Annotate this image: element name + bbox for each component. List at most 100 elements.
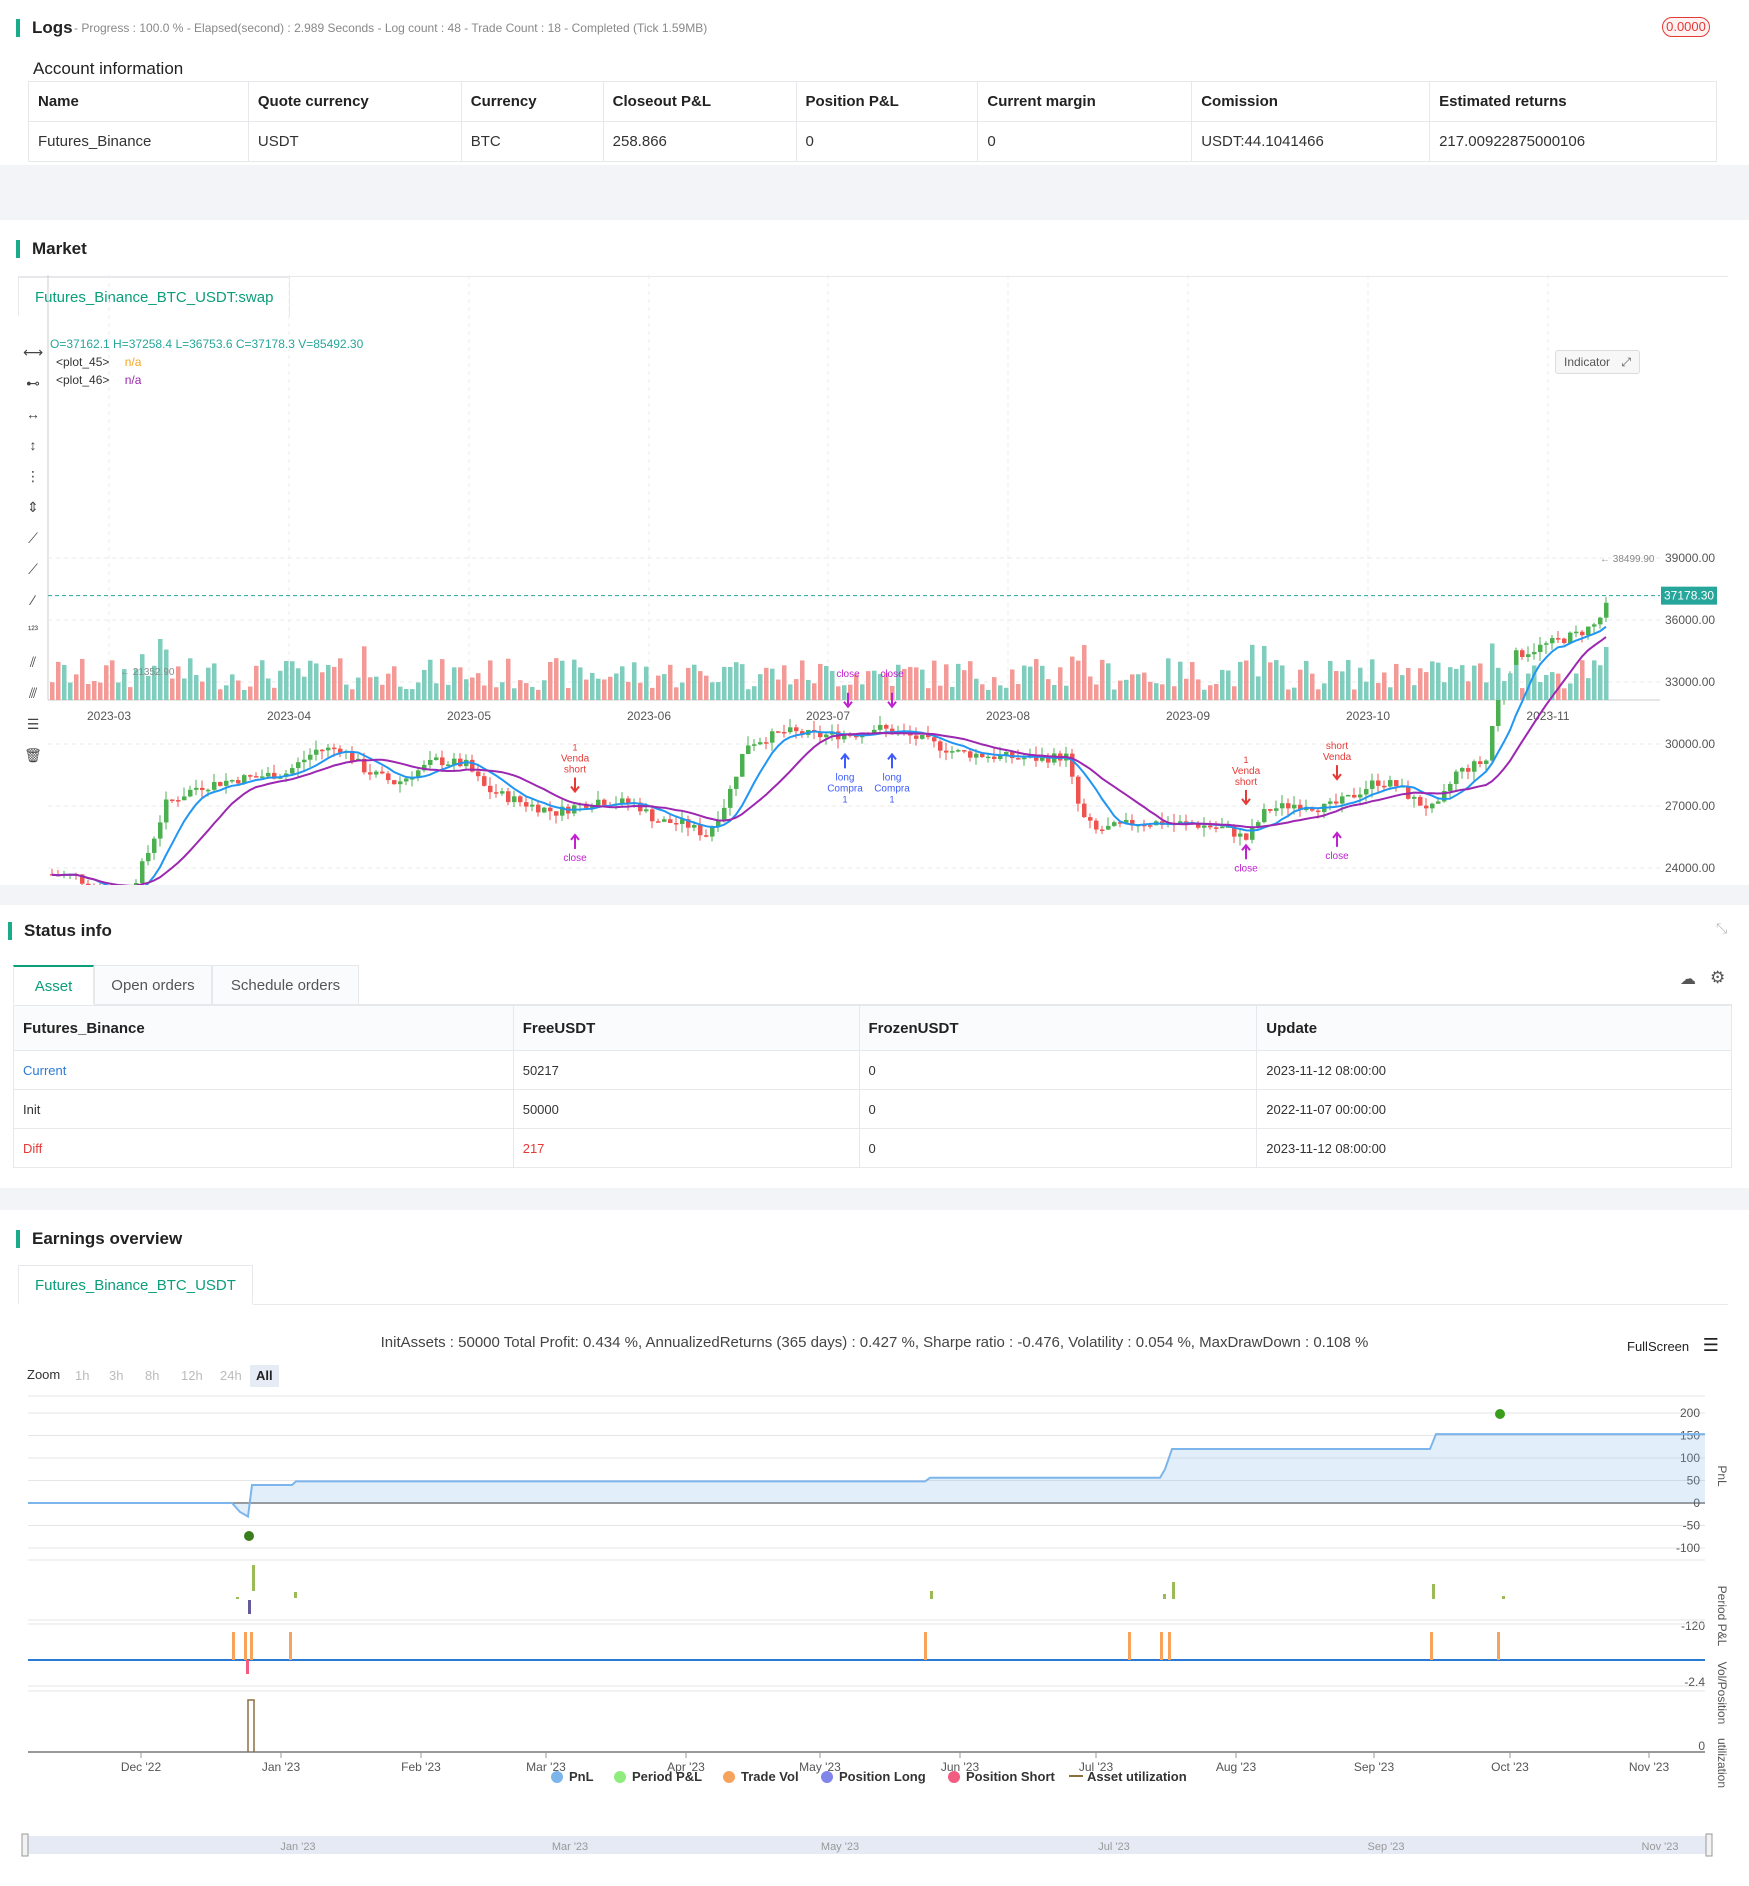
candle-body (506, 791, 511, 803)
volume-bar (764, 667, 769, 700)
asset-cell-update: 2023-11-12 08:00:00 (1256, 1128, 1732, 1168)
fullscreen-button[interactable]: FullScreen ☰ (1627, 1335, 1719, 1356)
zoom-button-3h[interactable]: 3h (109, 1368, 124, 1383)
candle-body (1544, 643, 1549, 645)
signal-label: close (880, 669, 904, 680)
account-title: Account information (33, 59, 184, 78)
download-icon[interactable]: ☁ (1680, 971, 1696, 988)
indicator-button[interactable]: Indicator ⤢ (1555, 350, 1640, 374)
volume-bar (1520, 688, 1525, 700)
candle-body (1340, 796, 1345, 804)
legend-item[interactable]: PnL (551, 1769, 594, 1784)
volume-bar (548, 662, 553, 700)
navigator-handle-right[interactable] (1705, 1833, 1713, 1857)
trend-line-icon[interactable]: ⟋ (28, 530, 38, 546)
segment-icon[interactable]: ∕ (31, 592, 35, 608)
volume-bar (404, 688, 409, 700)
legend-item[interactable]: Trade Vol (723, 1769, 799, 1784)
navigator-track[interactable] (22, 1836, 1712, 1854)
candle-body (782, 731, 787, 734)
volume-bar (560, 660, 565, 700)
zoom-button-12h[interactable]: 12h (181, 1368, 203, 1383)
zoom-button-24h[interactable]: 24h (220, 1368, 242, 1383)
legend-item[interactable]: Asset utilization (1069, 1769, 1187, 1784)
volume-bar (1538, 682, 1543, 700)
legend-item[interactable]: Period P&L (614, 1769, 702, 1784)
volume-bar (110, 660, 115, 700)
candle-body (1244, 833, 1249, 840)
pnl-tick-label: 200 (1680, 1406, 1700, 1420)
crosshair-icon[interactable]: ⟷ (22, 344, 44, 360)
candle-body (1148, 825, 1153, 827)
zoom-button-1h[interactable]: 1h (75, 1368, 90, 1383)
legend-item[interactable]: Position Long (821, 1769, 926, 1784)
volume-bar (1418, 668, 1423, 700)
candle-body (182, 796, 187, 801)
ray-line-icon[interactable]: ⟋ (28, 561, 38, 577)
horizontal-ray-icon[interactable]: ⊷ (26, 375, 40, 391)
zoom-button-8h[interactable]: 8h (145, 1368, 160, 1383)
candle-body (488, 785, 493, 793)
volume-bar (986, 689, 991, 700)
candle-body (854, 735, 859, 738)
volume-bar (380, 684, 385, 700)
volume-bar (338, 658, 343, 700)
volume-bar (476, 673, 481, 700)
volume-bar (1214, 684, 1219, 700)
candle-body (770, 731, 775, 743)
volume-bar (770, 668, 775, 700)
zoom-button-all[interactable]: All (250, 1365, 279, 1387)
x-tick-label: Feb '23 (401, 1760, 441, 1774)
y-tick-label: 27000.00 (1665, 799, 1715, 813)
account-cell: Futures_Binance (28, 121, 249, 162)
position-short-bar (246, 1660, 249, 1674)
parallel-channel-icon[interactable]: ⫽ (29, 654, 37, 670)
period-pnl-bar (1432, 1584, 1435, 1599)
settings-icon[interactable]: ⚙ (1710, 968, 1726, 987)
collapse-icon[interactable]: ⤡ (1716, 920, 1728, 936)
x-tick-label: Dec '22 (121, 1760, 162, 1774)
candle-body (230, 780, 235, 782)
vertical-segment-icon[interactable]: ⋮ (26, 468, 40, 484)
volume-bar (728, 666, 733, 700)
volume-bar (518, 680, 523, 700)
volume-bar (218, 689, 223, 700)
status-tab-schedule-orders[interactable]: Schedule orders (212, 965, 359, 1005)
candlestick-chart[interactable]: 39000.00 36000.00 33000.00 30000.00 27000.00… (0, 220, 1749, 885)
status-tab-asset[interactable]: Asset (13, 965, 94, 1005)
trash-icon[interactable]: 🗑 (24, 747, 42, 763)
volume-bar (608, 676, 613, 700)
volume-bar (1142, 672, 1147, 700)
volume-bar (1184, 678, 1189, 700)
vertical-line-icon[interactable]: ↕ (29, 437, 37, 453)
candle-body (482, 776, 487, 786)
candle-body (1022, 757, 1027, 760)
axis-name: PnL (1715, 1465, 1729, 1487)
candle-body (788, 727, 793, 733)
earnings-chart[interactable]: 200 150 100 50 0 -50 -100 PnL Period P&L Vol/Posi… (0, 1366, 1749, 1886)
vertical-ray-icon[interactable]: ⇕ (27, 499, 39, 515)
volume-bar (1160, 684, 1165, 700)
candle-body (1586, 626, 1591, 636)
volume-bar (1100, 659, 1105, 700)
volume-bar (818, 663, 823, 700)
account-cell: USDT (247, 121, 462, 162)
x-tick-label: Sep '23 (1354, 1760, 1395, 1774)
market-symbol-tab[interactable]: Futures_Binance_BTC_USDT:swap (18, 277, 291, 317)
earnings-symbol-tab[interactable]: Futures_Binance_BTC_USDT (18, 1265, 253, 1305)
candle-body (704, 835, 709, 837)
status-tab-open-orders[interactable]: Open orders (94, 965, 212, 1005)
legend-item[interactable]: Position Short (948, 1769, 1056, 1784)
candle-body (1280, 803, 1285, 809)
navigator-handle-left[interactable] (21, 1833, 29, 1857)
horizontal-channel-icon[interactable]: ☰ (26, 716, 40, 732)
volume-bar (1034, 659, 1039, 700)
price-label-icon[interactable]: ¹²³ (28, 625, 38, 636)
candle-body (656, 821, 661, 823)
candle-body (716, 820, 721, 827)
volume-bar (272, 687, 277, 700)
menu-icon[interactable]: ☰ (1702, 1335, 1719, 1355)
horizontal-line-icon[interactable]: ↔ (26, 406, 40, 422)
fib-lines-icon[interactable]: ⫻ (28, 685, 38, 701)
expand-icon[interactable]: ⤢ (1621, 355, 1631, 369)
